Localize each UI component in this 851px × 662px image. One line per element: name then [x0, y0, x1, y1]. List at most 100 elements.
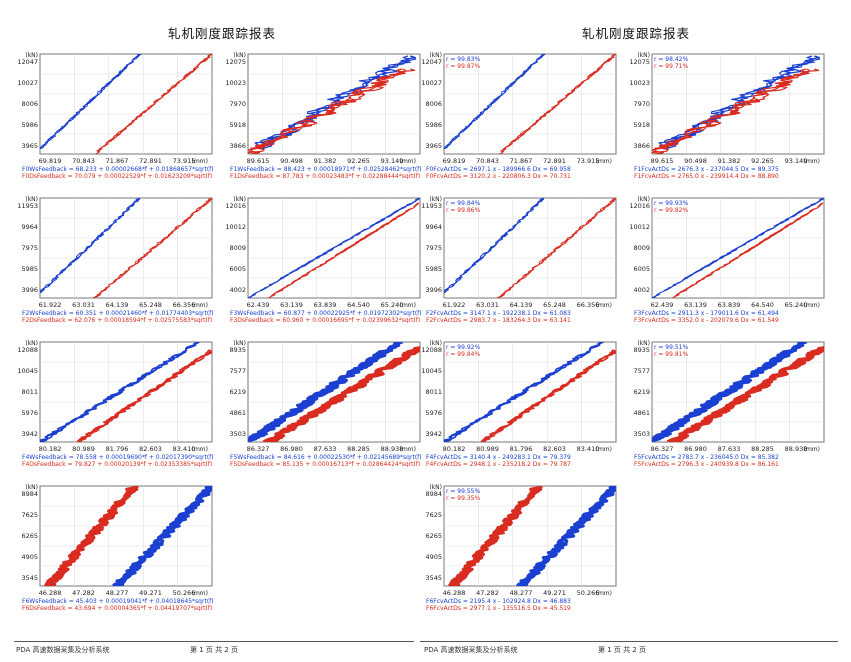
plot-frame	[443, 197, 617, 299]
footer-system-name-right: PDA 高速数据采集及分析系统	[424, 646, 518, 654]
ws-feedback-series	[248, 342, 403, 442]
y-tick-label: 11953	[17, 202, 38, 210]
y-tick-label: 4002	[633, 286, 650, 294]
ds-feedback-series	[268, 202, 420, 298]
y-unit-label: (kN)	[637, 52, 650, 59]
x-tick-label: 63.031	[72, 301, 95, 309]
ws-feedback-series	[112, 486, 212, 586]
series-group	[448, 486, 616, 586]
x-tick-label: 61.922	[39, 301, 62, 309]
stiffness-plot-f4-left: 12088 10045 8011 5976 3942 (kN) 80.182 80.989 81…	[17, 340, 213, 468]
y-tick-label: 5986	[21, 121, 38, 129]
ws-feedback-series	[40, 342, 200, 442]
ds-feedback-series	[666, 346, 824, 442]
y-tick-label: 10012	[225, 223, 246, 231]
x-tick-label: 69.819	[443, 157, 466, 165]
series-group	[652, 198, 824, 298]
correlation-ws: r = 99.92%	[446, 344, 480, 351]
x-tick-label: 91.382	[718, 157, 741, 165]
ds-fit-equation: F6DsFeedback = 43.694 + 0.00004365*f + 0…	[22, 605, 212, 612]
correlation-ds: r = 99.71%	[654, 63, 688, 70]
x-tick-label: 63.031	[476, 301, 499, 309]
y-tick-label: 7577	[633, 367, 650, 375]
stiffness-plot-f1-left: 12075 10023 7970 5918 3866 (kN) 89.615 90.498 91…	[225, 52, 421, 180]
y-tick-label: 8011	[425, 388, 442, 396]
y-tick-label: 3996	[425, 286, 442, 294]
y-tick-label: 5986	[425, 121, 442, 129]
y-tick-label: 7975	[425, 244, 442, 252]
correlation-ws: r = 98.42%	[654, 56, 688, 63]
x-tick-label: 47.282	[72, 589, 95, 597]
y-tick-label: 10027	[17, 79, 38, 87]
y-tick-label: 8984	[21, 490, 38, 498]
x-tick-label: 86.980	[280, 445, 303, 453]
plot-frame	[39, 485, 213, 587]
correlation-ds: r = 99.84%	[446, 351, 480, 358]
x-tick-label: 70.843	[72, 157, 95, 165]
ds-fit-equation: F4FcvActDs = 2948.1 x - 235218.2 Dx = 79…	[426, 461, 571, 468]
plot-frame	[39, 53, 213, 155]
y-tick-label: 3503	[633, 430, 650, 438]
correlation-ds: r = 99.86%	[446, 207, 480, 214]
x-unit-label: (mm)	[192, 158, 208, 165]
y-tick-label: 4002	[229, 286, 246, 294]
x-unit-label: (mm)	[400, 302, 416, 309]
x-tick-label: 63.839	[314, 301, 337, 309]
ws-fit-equation: F0WsFeedback = 68.233 + 0.00002668*f + 0…	[22, 166, 214, 173]
x-tick-label: 65.248	[139, 301, 162, 309]
y-unit-label: (kN)	[25, 52, 38, 59]
y-tick-label: 5985	[425, 265, 442, 273]
footer-divider-left	[14, 641, 414, 642]
y-tick-label: 10023	[629, 79, 650, 87]
x-unit-label: (mm)	[804, 446, 820, 453]
x-tick-label: 64.139	[510, 301, 533, 309]
y-tick-label: 5918	[229, 121, 246, 129]
y-tick-label: 8935	[633, 346, 650, 354]
ds-feedback-series	[95, 54, 212, 154]
ws-feedback-series	[444, 342, 604, 442]
y-tick-label: 10045	[17, 367, 38, 375]
y-tick-label: 12047	[421, 58, 442, 66]
x-tick-label: 65.248	[543, 301, 566, 309]
x-tick-label: 63.139	[280, 301, 303, 309]
x-tick-label: 47.282	[476, 589, 499, 597]
ds-fit-equation: F1FcvActDs = 2765.0 x - 239914.4 Dx = 88…	[634, 173, 779, 180]
y-unit-label: (kN)	[233, 340, 246, 347]
page-title-left: 轧机刚度跟踪报表	[168, 26, 277, 41]
x-tick-label: 80.989	[72, 445, 95, 453]
x-tick-label: 80.182	[39, 445, 62, 453]
y-tick-label: 7970	[229, 100, 246, 108]
y-tick-label: 12075	[225, 58, 246, 66]
series-group	[444, 198, 616, 298]
y-unit-label: (kN)	[25, 196, 38, 203]
ds-fit-equation: F6FcvActDs = 2977.1 x - 135516.5 Dx = 45…	[426, 605, 571, 612]
ws-feedback-series	[40, 54, 142, 150]
x-tick-label: 73.915	[173, 157, 196, 165]
ds-feedback-series	[496, 198, 616, 298]
ws-fit-equation: F6FcvActDs = 2195.4 x - 102924.8 Dx = 46…	[426, 598, 571, 605]
x-tick-label: 86.327	[247, 445, 270, 453]
stiffness-plot-f2-left: 11953 9964 7975 5985 3996 (kN) 61.922 63.031 64.…	[17, 196, 213, 324]
ws-fit-equation: F6WsFeedback = 45.403 + 0.00019041*f + 0…	[22, 598, 214, 605]
stiffness-plot-f0-left: 12047 10027 8006 5986 3965 (kN) 69.819 70.843 71…	[17, 52, 214, 180]
x-tick-label: 92.265	[347, 157, 370, 165]
x-unit-label: (mm)	[400, 446, 416, 453]
x-tick-label: 70.843	[476, 157, 499, 165]
y-tick-label: 11953	[421, 202, 442, 210]
footer-page-number-right: 第 1 页 共 2 页	[598, 646, 647, 654]
x-tick-label: 82.603	[139, 445, 162, 453]
y-tick-label: 7625	[425, 511, 442, 519]
footer-page-number-left: 第 1 页 共 2 页	[190, 646, 239, 654]
x-tick-label: 87.633	[314, 445, 337, 453]
plot-frame	[443, 341, 617, 443]
x-tick-label: 48.277	[510, 589, 533, 597]
y-tick-label: 8009	[633, 244, 650, 252]
y-tick-label: 9964	[21, 223, 38, 231]
x-tick-label: 93.149	[381, 157, 404, 165]
x-unit-label: (mm)	[192, 590, 208, 597]
x-tick-label: 69.819	[39, 157, 62, 165]
plot-frame	[247, 53, 421, 155]
stiffness-plot-f0-right: 12047 10027 8006 5986 3965 (kN) 69.819 70.843 71…	[421, 52, 617, 180]
x-unit-label: (mm)	[192, 446, 208, 453]
ws-fit-equation: F5WsFeedback = 84.616 + 0.00022530*f + 0…	[230, 454, 422, 461]
